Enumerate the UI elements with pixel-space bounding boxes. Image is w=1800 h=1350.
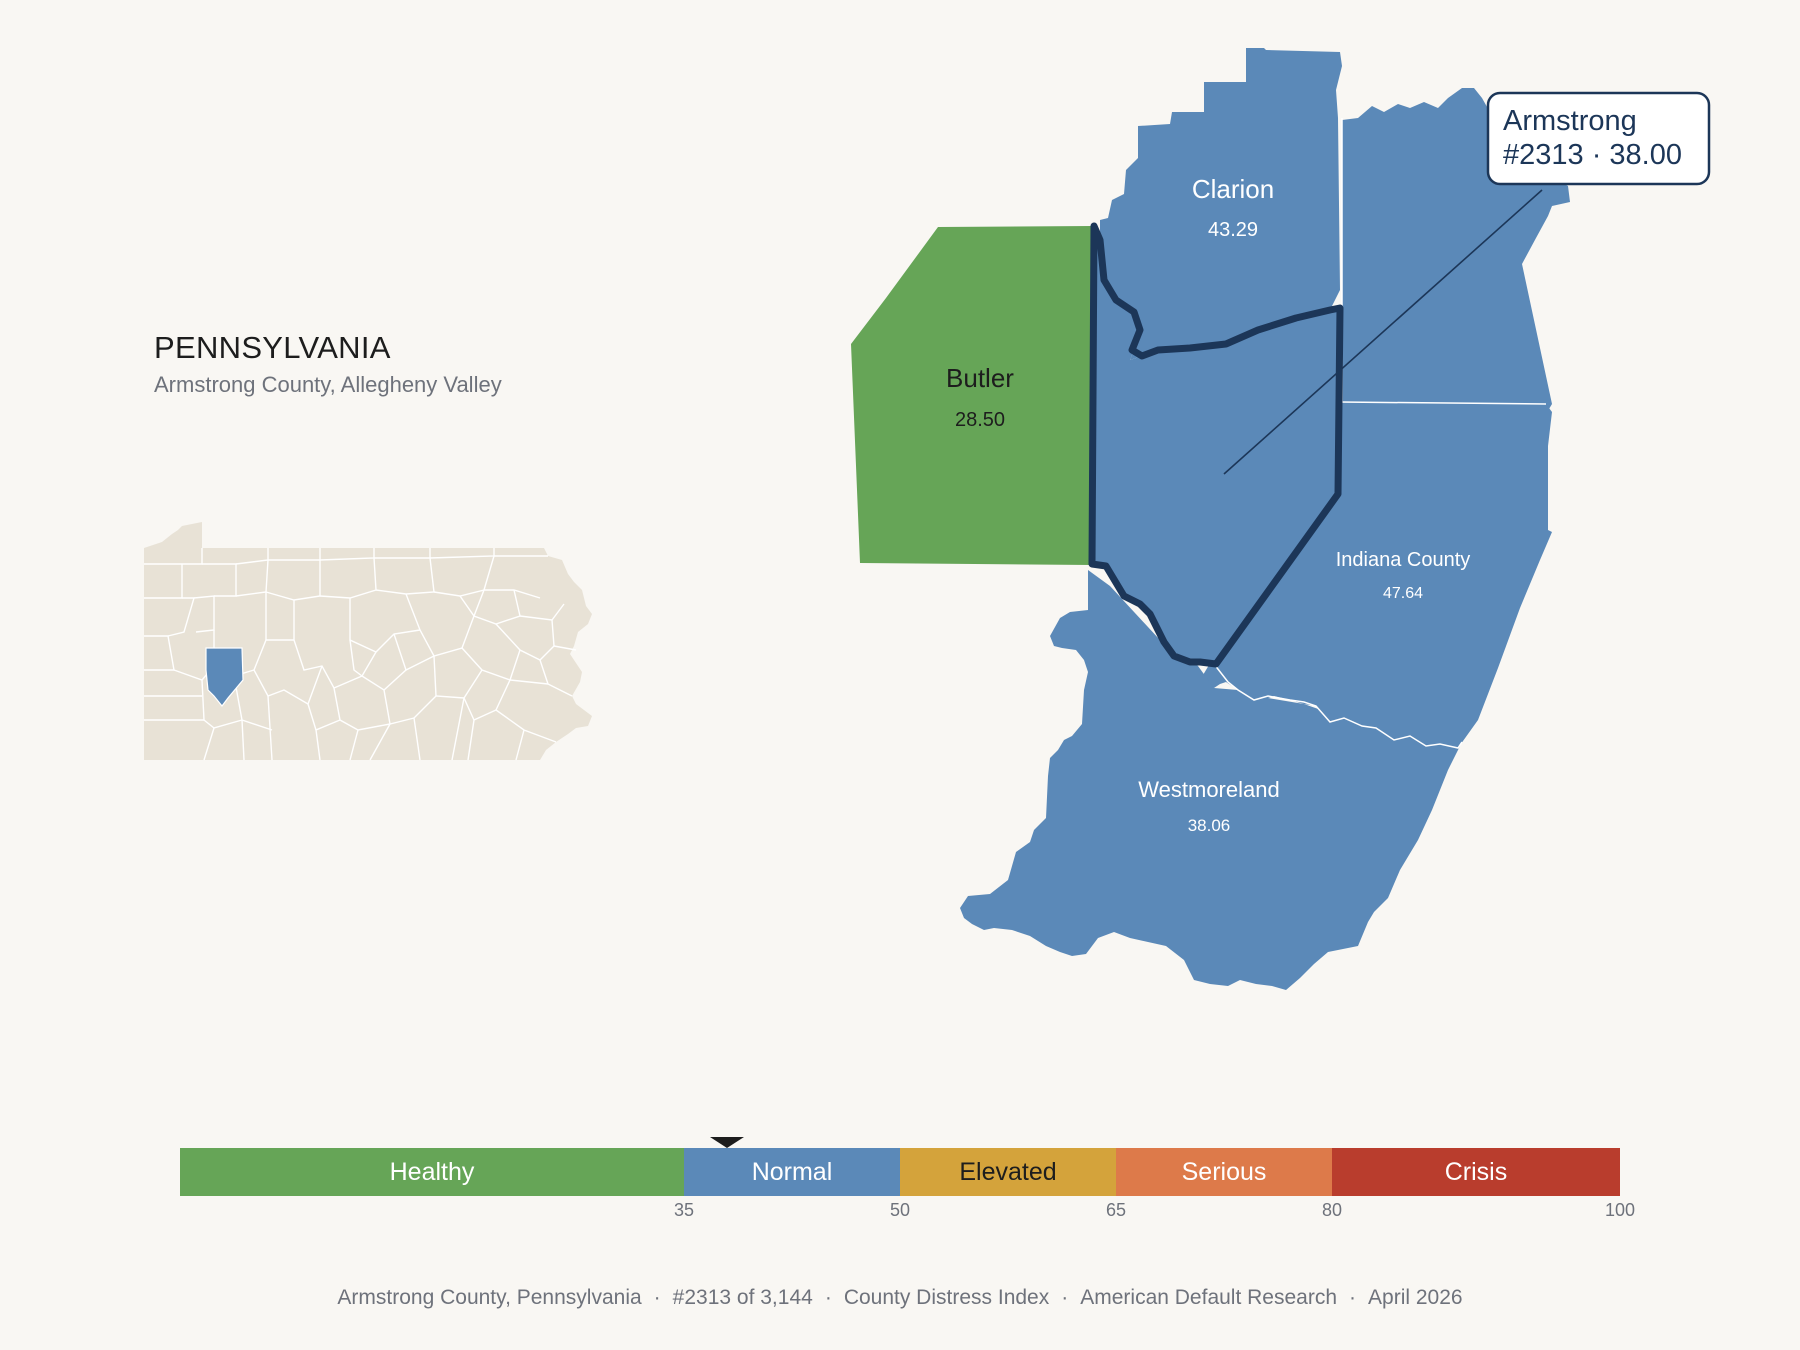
label-butler-score: 28.50 [955,409,1005,431]
scale-segment-serious: Serious [1116,1148,1332,1196]
county-armstrong[interactable] [1092,226,1340,664]
footer-date: April 2026 [1368,1286,1463,1309]
footer-separator: · [653,1286,661,1309]
footer: Armstrong County, Pennsylvania · #2313 of … [0,1286,1800,1310]
county-butler[interactable] [851,226,1092,565]
inset-state-shape [144,522,592,760]
inset-county-borders [144,548,577,761]
inset-armstrong-county [205,647,244,707]
distress-scale-bar: Healthy Normal Elevated Serious Crisis [180,1148,1620,1196]
callout-rank-score: #2313 · 38.00 [1503,139,1682,171]
scale-segment-elevated: Elevated [900,1148,1116,1196]
map-subtitle: Armstrong County, Allegheny Valley [154,372,502,397]
footer-separator: · [824,1286,832,1309]
scale-tick-label: 35 [673,1200,695,1220]
label-clarion-score: 43.29 [1208,219,1258,241]
armstrong-callout: Armstrong #2313 · 38.00 [1486,91,1711,186]
county-clarion[interactable] [1100,48,1342,360]
label-butler-name: Butler [946,363,1014,393]
footer-county: Armstrong County, Pennsylvania [337,1286,642,1309]
scale-position-marker [710,1137,745,1148]
footer-publisher: American Default Research [1080,1286,1338,1309]
scale-ticks: 35 50 65 80 100 [180,1200,1635,1224]
state-inset-map [144,522,592,761]
county-westmoreland[interactable] [960,570,1462,990]
map-header: PENNSYLVANIA Armstrong County, Allegheny… [154,330,502,398]
callout-box [1486,91,1711,186]
footer-separator: · [1061,1286,1069,1309]
scale-tick-label: 65 [1105,1200,1127,1220]
footer-index: County Distress Index [843,1286,1050,1309]
callout-county-name: Armstrong [1503,105,1637,137]
label-westmoreland-name: Westmoreland [1138,777,1279,802]
label-clarion-name: Clarion [1192,174,1274,204]
county-indiana[interactable] [1200,402,1552,748]
scale-tick-label: 100 [1604,1200,1636,1220]
label-indiana-score: 47.64 [1383,585,1423,602]
state-title: PENNSYLVANIA [154,330,391,365]
scale-segment-normal: Normal [684,1148,900,1196]
footer-separator: · [1349,1286,1357,1309]
armstrong-outline [1088,222,1344,668]
label-indiana-name: Indiana County [1336,549,1471,571]
footer-rank: #2313 of 3,144 [672,1286,813,1309]
scale-segment-crisis: Crisis [1332,1148,1620,1196]
scale-segment-healthy: Healthy [180,1148,684,1196]
scale-tick-label: 80 [1321,1200,1343,1220]
scale-tick-label: 50 [889,1200,911,1220]
callout-leader-line [1223,189,1543,475]
label-westmoreland-score: 38.06 [1188,816,1231,835]
